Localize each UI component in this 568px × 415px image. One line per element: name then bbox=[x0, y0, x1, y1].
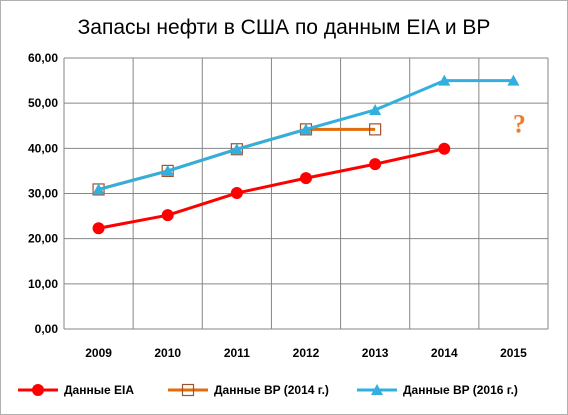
legend-marker bbox=[181, 383, 195, 397]
series-line bbox=[98, 127, 376, 191]
y-tick-label: 20,00 bbox=[28, 232, 58, 246]
y-tick-label: 30,00 bbox=[28, 187, 58, 201]
grid bbox=[63, 57, 549, 330]
y-tick-label: 60,00 bbox=[28, 51, 58, 65]
data-point bbox=[161, 209, 174, 222]
axes: 0,00 10,00 20,00 30,00 40,00 50,00 60,00 2009 20… bbox=[28, 51, 527, 360]
annotations: ? bbox=[513, 110, 526, 139]
data-point bbox=[161, 164, 174, 176]
y-tick-label: 50,00 bbox=[28, 96, 58, 110]
data-point bbox=[369, 103, 382, 115]
data-point bbox=[92, 183, 105, 195]
legend-label: Данные BP (2014 г.) bbox=[214, 383, 329, 397]
y-tick-label: 0,00 bbox=[35, 322, 59, 336]
data-point bbox=[92, 222, 105, 235]
series-1 bbox=[92, 123, 382, 196]
data-point bbox=[300, 123, 312, 135]
y-tick-label: 40,00 bbox=[28, 141, 58, 155]
x-tick-label: 2014 bbox=[431, 346, 458, 360]
data-point bbox=[230, 143, 243, 155]
x-tick-label: 2010 bbox=[154, 346, 181, 360]
legend-item: Данные BP (2014 г.) bbox=[168, 383, 329, 397]
data-point bbox=[300, 172, 312, 185]
x-tick-label: 2012 bbox=[293, 346, 320, 360]
data-point bbox=[369, 158, 382, 171]
series-2 bbox=[92, 74, 520, 195]
legend-item: Данные EIA bbox=[18, 383, 134, 397]
data-point bbox=[438, 74, 451, 86]
series-0 bbox=[92, 142, 451, 235]
y-tick-label: 10,00 bbox=[28, 277, 58, 291]
legend: Данные EIA Данные BP (2014 г.) Данные BP (… bbox=[18, 383, 518, 397]
x-tick-label: 2011 bbox=[224, 346, 250, 360]
legend-marker bbox=[32, 384, 44, 396]
data-point bbox=[230, 187, 243, 200]
legend-item: Данные BP (2016 г.) bbox=[357, 383, 518, 397]
question-mark-annotation: ? bbox=[513, 110, 526, 139]
data-point bbox=[438, 142, 451, 155]
x-tick-label: 2009 bbox=[85, 346, 112, 360]
series-line bbox=[98, 147, 445, 230]
series-layer bbox=[92, 74, 520, 235]
chart-title: Запасы нефти в США по данным EIA и BP bbox=[78, 16, 491, 39]
data-point bbox=[369, 123, 382, 136]
legend-label: Данные EIA bbox=[64, 383, 134, 397]
legend-marker bbox=[371, 384, 383, 395]
x-tick-label: 2015 bbox=[500, 346, 527, 360]
x-tick-label: 2013 bbox=[362, 346, 389, 360]
legend-label: Данные BP (2016 г.) bbox=[403, 383, 518, 397]
data-point bbox=[507, 74, 520, 86]
